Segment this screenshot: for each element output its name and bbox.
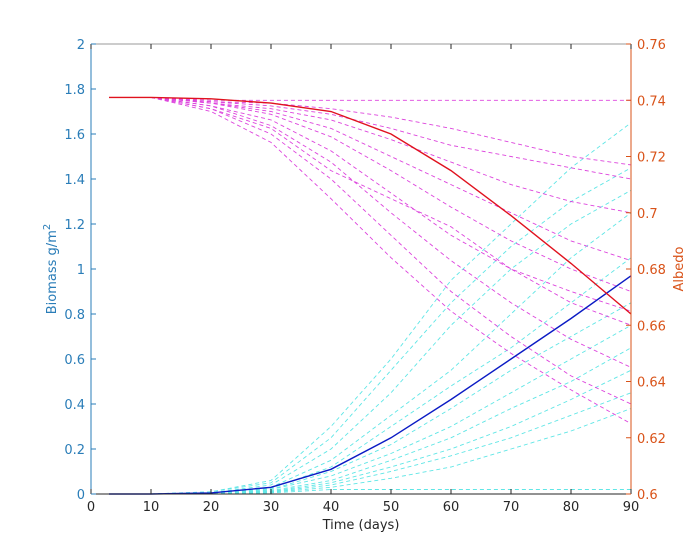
albedo-ensemble-line-22 (109, 96, 632, 405)
axes: 0 10 20 30 40 50 60 70 80 90 0 0.2 0.4 0.6 0.8 1 1.2 1.4 1… (64, 38, 666, 515)
y-right-tick-label: 0.7 (637, 207, 658, 222)
x-tick-label: 40 (323, 500, 340, 515)
y-left-tick-label: 2 (77, 38, 85, 53)
biomass-ensemble-line-2 (109, 122, 632, 495)
y-right-tick-label: 0.66 (637, 319, 666, 334)
y-left-tick-label: 0.4 (64, 398, 85, 413)
biomass-ensemble-line-8 (109, 324, 632, 495)
y-left-tick-label: 1.8 (64, 83, 85, 98)
x-tick-label: 30 (263, 500, 280, 515)
y-left-tick-label: 1.6 (64, 128, 85, 143)
albedo-ensemble-line-16 (109, 96, 632, 180)
albedo-ensemble-line-14 (109, 96, 631, 101)
y-axis-left-label-superscript: 2 (42, 224, 53, 230)
x-tick-label: 10 (143, 500, 160, 515)
y-axis-left-label-text: Biomass g/m (45, 230, 60, 314)
y-axis-right-label: Albedo (672, 246, 687, 291)
y-left-tick-label: 0.6 (64, 353, 85, 368)
y-right-tick-label: 0.68 (637, 263, 666, 278)
y-right-tick-label: 0.64 (637, 376, 666, 391)
x-tick-label: 80 (563, 500, 580, 515)
albedo-ensemble-line-18 (109, 96, 632, 262)
y-left-tick-label: 0 (77, 488, 85, 503)
x-tick-label: 70 (503, 500, 520, 515)
x-tick-label: 50 (383, 500, 400, 515)
x-tick-label: 90 (623, 500, 640, 515)
y-right-tick-label: 0.72 (637, 151, 666, 166)
biomass-ensemble-line-12 (109, 408, 632, 495)
y-right-tick-label: 0.74 (637, 94, 666, 109)
albedo-ensemble-line-19 (109, 96, 632, 292)
albedo-ensemble-line-23 (109, 96, 632, 425)
y-left-tick-label: 0.2 (64, 443, 85, 458)
albedo-ensemble-line-24 (109, 96, 632, 312)
biomass-ensemble-line-10 (109, 369, 632, 495)
y-right-tick-label: 0.6 (637, 488, 658, 503)
albedo-ensemble-line-15 (109, 96, 632, 166)
y-left-tick-label: 1 (77, 263, 85, 278)
albedo-mean-line-1 (109, 96, 632, 315)
y-left-tick-label: 0.8 (64, 308, 85, 323)
biomass-ensemble-line-5 (109, 212, 632, 495)
biomass-mean-line-0 (109, 275, 632, 495)
series-lines (109, 96, 632, 495)
y-right-tick-label: 0.62 (637, 432, 666, 447)
biomass-ensemble-line-6 (109, 257, 632, 495)
albedo-ensemble-line-21 (109, 96, 632, 368)
x-tick-label: 20 (203, 500, 220, 515)
y-axis-left-label: Biomass g/m2 (42, 224, 60, 314)
albedo-ensemble-line-20 (109, 96, 632, 326)
y-left-tick-label: 1.4 (64, 173, 85, 188)
x-tick-label: 0 (87, 500, 95, 515)
y-right-tick-label: 0.76 (637, 38, 666, 53)
x-axis-label: Time (days) (322, 518, 400, 533)
y-left-tick-label: 1.2 (64, 218, 85, 233)
x-tick-label: 60 (443, 500, 460, 515)
